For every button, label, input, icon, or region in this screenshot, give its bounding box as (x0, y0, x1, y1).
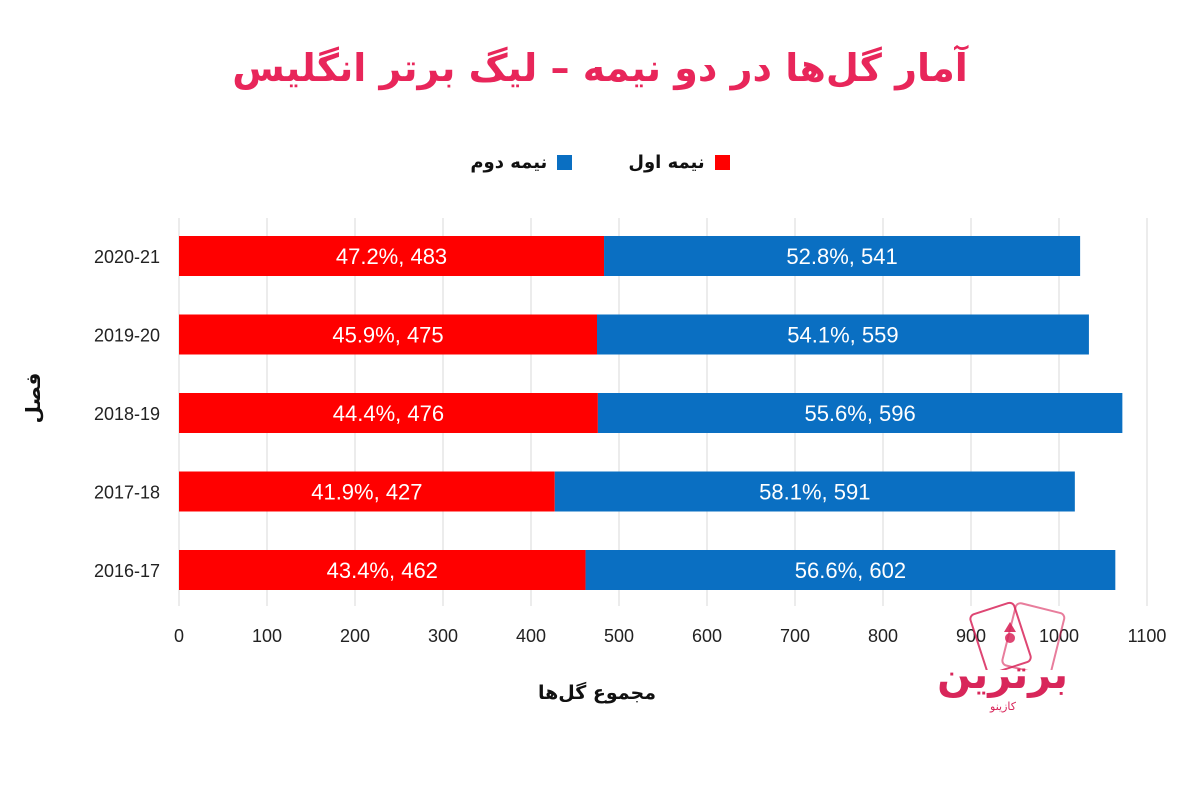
bar-first-half (179, 393, 598, 433)
x-tick-label: 400 (516, 626, 546, 646)
bar-label-first-half: 45.9%, 475 (332, 323, 443, 348)
bar-label-first-half: 43.4%, 462 (327, 558, 438, 583)
x-tick-label: 200 (340, 626, 370, 646)
x-tick-label: 800 (868, 626, 898, 646)
bar-first-half (179, 550, 586, 590)
y-tick-label: 2019-20 (94, 326, 160, 346)
y-tick-label: 2018-19 (94, 404, 160, 424)
bar-second-half (604, 236, 1081, 276)
x-tick-label: 500 (604, 626, 634, 646)
x-tick-label: 100 (252, 626, 282, 646)
chart-title: آمار گل‌ها در دو نیمه – لیگ برتر انگلیس (232, 46, 968, 90)
y-tick-label: 2020-21 (94, 247, 160, 267)
bar-label-second-half: 58.1%, 591 (759, 480, 870, 505)
x-tick-label: 900 (956, 626, 986, 646)
bar-second-half (597, 314, 1089, 355)
chart-legend: نیمه اول نیمه دوم (0, 152, 1200, 173)
x-axis-label: مجموع گل‌ها (0, 682, 1200, 704)
bar-second-half (597, 393, 1123, 433)
bar-second-half (585, 550, 1116, 590)
legend-swatch-first-half (714, 155, 730, 170)
x-tick-label: 300 (428, 626, 458, 646)
legend-swatch-second-half (557, 155, 573, 170)
bar-label-second-half: 54.1%, 559 (787, 323, 898, 348)
x-tick-label: 1100 (1128, 626, 1167, 646)
y-tick-label: 2016-17 (94, 561, 160, 581)
legend-label-first-half: نیمه اول (628, 152, 705, 173)
bar-label-first-half: 47.2%, 483 (336, 244, 447, 269)
x-tick-label: 700 (780, 626, 810, 646)
bar-label-first-half: 41.9%, 427 (311, 480, 422, 505)
legend-item-first-half: نیمه اول (628, 152, 730, 173)
bar-label-second-half: 56.6%, 602 (795, 558, 906, 583)
legend-item-second-half: نیمه دوم (470, 152, 573, 173)
bar-label-first-half: 44.4%, 476 (333, 401, 444, 426)
logo-subtitle: کازینو (990, 700, 1016, 713)
bar-first-half (179, 471, 555, 512)
bar-first-half (179, 314, 597, 355)
bar-label-second-half: 55.6%, 596 (804, 401, 915, 426)
x-tick-label: 0 (174, 626, 184, 646)
bar-first-half (179, 236, 605, 276)
brand-logo: برترین کازینو (937, 600, 1078, 720)
bar-second-half (554, 471, 1075, 512)
bar-label-second-half: 52.8%, 541 (786, 244, 897, 269)
x-axis-label-text: مجموع گل‌ها (537, 682, 657, 704)
x-tick-label: 600 (692, 626, 722, 646)
playing-cards-icon (969, 601, 1066, 670)
y-tick-label: 2017-18 (94, 483, 160, 503)
logo-wordmark: برترین (937, 652, 1068, 698)
legend-label-second-half: نیمه دوم (470, 152, 548, 173)
